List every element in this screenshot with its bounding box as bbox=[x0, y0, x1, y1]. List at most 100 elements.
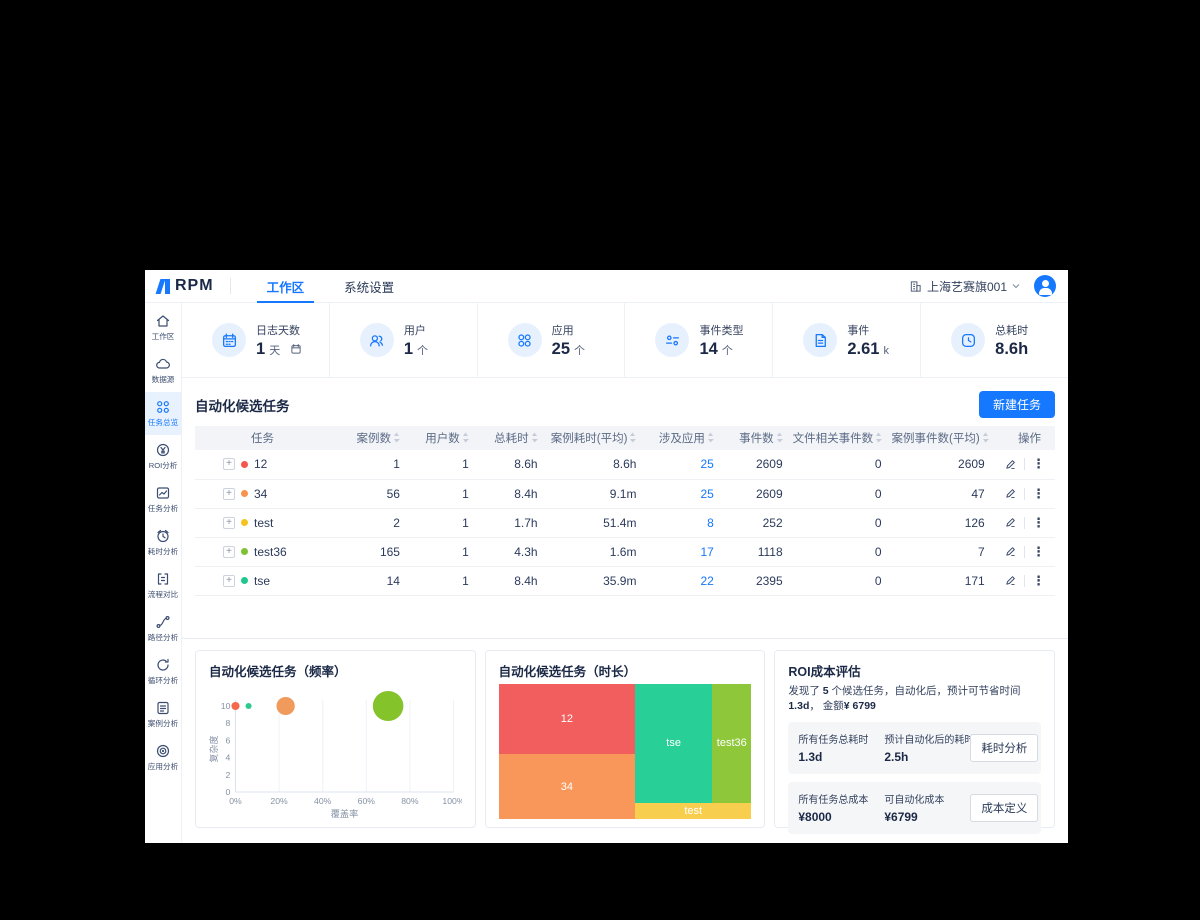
sidebar-item-datasource[interactable]: 数据源 bbox=[145, 349, 181, 392]
file-events-count: 0 bbox=[792, 537, 892, 567]
task-name: tse bbox=[254, 573, 271, 588]
treemap-label: test36 bbox=[716, 737, 747, 750]
app-window: RPM 工作区 系统设置 上海艺赛旗001 工作区 数据源 任务总览 ROI分析 … bbox=[145, 270, 1068, 843]
more-actions-icon[interactable]: ⋮ bbox=[1032, 485, 1045, 501]
tab-system-settings[interactable]: 系统设置 bbox=[344, 280, 395, 295]
sidebar-item-task-overview[interactable]: 任务总览 bbox=[145, 392, 181, 435]
sidebar-item-app-analysis[interactable]: 应用分析 bbox=[145, 736, 181, 779]
stat-unit: k bbox=[883, 344, 889, 357]
svg-text:2: 2 bbox=[226, 769, 231, 779]
apps-count-link[interactable]: 8 bbox=[707, 515, 714, 530]
sidebar-item-process-compare[interactable]: 流程对比 bbox=[145, 564, 181, 607]
scatter-point-34[interactable] bbox=[276, 696, 295, 715]
column-header[interactable]: 案例事件数(平均) bbox=[891, 426, 995, 450]
sidebar-item-roi-analysis[interactable]: ROI分析 bbox=[145, 435, 181, 478]
table-header-row: 任务 案例数 用户数 总耗时 案例耗时(平均) 涉及应用 事件数 文件相关事件数 案例事件数(平… bbox=[195, 426, 1055, 450]
column-header[interactable]: 事件数 bbox=[723, 426, 793, 450]
column-header[interactable]: 案例耗时(平均) bbox=[547, 426, 647, 450]
user-avatar[interactable] bbox=[1034, 275, 1056, 297]
cases-count: 2 bbox=[341, 508, 410, 538]
tenant-selector[interactable]: 上海艺赛旗001 bbox=[909, 278, 1020, 295]
roi-card: ROI成本评估 发现了 5 个候选任务，自动化后，预计可节省时间 1.3d， 金… bbox=[774, 649, 1056, 834]
more-actions-icon[interactable]: ⋮ bbox=[1032, 514, 1045, 530]
apps-count-link[interactable]: 22 bbox=[700, 573, 714, 588]
chart-icon bbox=[155, 485, 171, 501]
ops-divider bbox=[1024, 574, 1025, 587]
treemap-node-tse[interactable]: tse bbox=[635, 683, 713, 804]
y-axis-label: 复杂度 bbox=[209, 735, 219, 762]
sidebar-item-workspace[interactable]: 工作区 bbox=[145, 306, 181, 349]
roi-box-cost: 所有任务总成本 ¥8000 可自动化成本 ¥6799 成本定义 bbox=[788, 781, 1042, 834]
svg-text:0%: 0% bbox=[229, 796, 242, 806]
avg-case-time: 35.9m bbox=[547, 566, 647, 596]
status-dot bbox=[241, 519, 248, 526]
treemap-node-test[interactable]: test bbox=[635, 803, 752, 820]
cases-count: 14 bbox=[341, 566, 410, 596]
total-time: 1.7h bbox=[478, 508, 548, 538]
sidebar-item-time-analysis[interactable]: 耗时分析 bbox=[145, 521, 181, 564]
duration-chart-card: 自动化候选任务（时长） 12 34 tse test36 test bbox=[484, 649, 766, 828]
apps-count-link[interactable]: 25 bbox=[700, 486, 714, 501]
treemap-node-12[interactable]: 12 bbox=[498, 683, 636, 755]
roi-cost-button[interactable]: 成本定义 bbox=[970, 793, 1039, 822]
edit-icon[interactable] bbox=[1004, 574, 1017, 587]
scatter-point-test36[interactable] bbox=[372, 690, 404, 721]
roi-box-time: 所有任务总耗时 1.3d 预计自动化后的耗时 2.5h 耗时分析 bbox=[788, 721, 1042, 774]
task-name: test bbox=[254, 515, 274, 530]
expand-row-button[interactable]: + bbox=[223, 574, 235, 587]
calendar-picker-icon[interactable] bbox=[290, 343, 302, 355]
roi-title: ROI成本评估 bbox=[788, 664, 861, 679]
avg-case-events: 126 bbox=[891, 508, 995, 538]
edit-icon[interactable] bbox=[1004, 545, 1017, 558]
sidebar-item-label: 路径分析 bbox=[147, 633, 179, 642]
scatter-point-tse[interactable] bbox=[245, 702, 252, 709]
svg-text:100%: 100% bbox=[442, 796, 461, 806]
treemap-node-34[interactable]: 34 bbox=[498, 754, 636, 820]
avg-case-events: 171 bbox=[891, 566, 995, 596]
top-tabs: 工作区 系统设置 bbox=[247, 270, 415, 303]
sidebar-item-path-analysis[interactable]: 路径分析 bbox=[145, 607, 181, 650]
expand-row-button[interactable]: + bbox=[223, 545, 235, 558]
stat-value: 14 bbox=[699, 339, 718, 358]
apps-count-link[interactable]: 17 bbox=[700, 544, 714, 559]
apps-count-link[interactable]: 25 bbox=[700, 457, 714, 472]
column-header[interactable]: 总耗时 bbox=[478, 426, 548, 450]
column-header[interactable]: 文件相关事件数 bbox=[792, 426, 892, 450]
more-actions-icon[interactable]: ⋮ bbox=[1032, 543, 1045, 559]
cases-count: 56 bbox=[341, 479, 410, 509]
sidebar-item-task-analysis[interactable]: 任务分析 bbox=[145, 478, 181, 521]
roi-stat-value: 1.3d bbox=[798, 750, 823, 765]
svg-text:80%: 80% bbox=[401, 796, 419, 806]
more-actions-icon[interactable]: ⋮ bbox=[1032, 456, 1045, 472]
new-task-button[interactable]: 新建任务 bbox=[978, 391, 1055, 418]
more-actions-icon[interactable]: ⋮ bbox=[1032, 572, 1045, 588]
column-header: 任务 bbox=[195, 426, 342, 450]
ops-divider bbox=[1024, 545, 1025, 558]
scatter-point-12[interactable] bbox=[231, 701, 240, 710]
brand-logo: RPM bbox=[155, 277, 214, 295]
column-header[interactable]: 涉及应用 bbox=[646, 426, 724, 450]
expand-row-button[interactable]: + bbox=[223, 516, 235, 529]
expand-row-button[interactable]: + bbox=[223, 487, 235, 500]
expand-row-button[interactable]: + bbox=[223, 458, 235, 471]
frequency-chart-card: 自动化候选任务（频率） 02468100%20%40%60%80%100%覆盖率… bbox=[195, 649, 476, 828]
edit-icon[interactable] bbox=[1004, 487, 1017, 500]
sidebar-item-loop-analysis[interactable]: 循环分析 bbox=[145, 650, 181, 693]
edit-icon[interactable] bbox=[1004, 458, 1017, 471]
roi-stat-label: 可自动化成本 bbox=[884, 795, 945, 807]
events-count: 2609 bbox=[723, 479, 793, 509]
events-count: 2395 bbox=[723, 566, 793, 596]
sidebar-item-label: 循环分析 bbox=[147, 676, 179, 685]
roi-time-button[interactable]: 耗时分析 bbox=[970, 733, 1039, 762]
tab-workspace[interactable]: 工作区 bbox=[247, 270, 325, 303]
sidebar-item-case-analysis[interactable]: 案例分析 bbox=[145, 693, 181, 736]
column-header[interactable]: 用户数 bbox=[409, 426, 479, 450]
avg-case-time: 1.6m bbox=[547, 537, 647, 567]
column-header[interactable]: 案例数 bbox=[341, 426, 410, 450]
treemap-node-test36[interactable]: test36 bbox=[712, 683, 752, 804]
edit-icon[interactable] bbox=[1004, 516, 1017, 529]
sidebar-item-label: 工作区 bbox=[151, 332, 175, 341]
